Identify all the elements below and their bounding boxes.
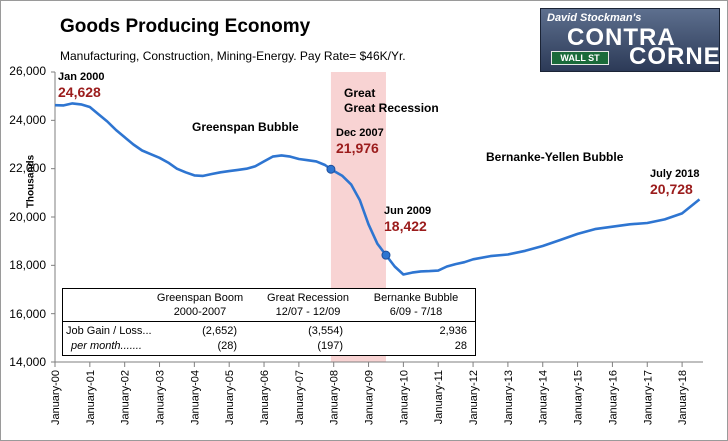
x-tick-label: January-09 xyxy=(364,370,376,425)
table-header-recession-line1: Great Recession xyxy=(267,292,349,304)
x-tick-label: January-04 xyxy=(189,370,201,425)
series-line xyxy=(54,102,701,276)
logo-line2: CONTRA xyxy=(567,24,676,51)
table-cell: (2,652) xyxy=(202,325,237,337)
y-tick-label: 24,000 xyxy=(9,113,46,127)
x-tick-label: January-01 xyxy=(85,370,97,425)
annotation-dec2007-label: Dec 2007 xyxy=(336,127,384,139)
table-cell: 2,936 xyxy=(439,325,467,337)
x-tick-label: January-05 xyxy=(224,370,236,425)
x-tick-label: January-12 xyxy=(468,370,480,425)
x-tick-label: January-10 xyxy=(398,370,410,425)
table-header-recession-line2: 12/07 - 12/09 xyxy=(275,306,341,318)
table-cell: (3,554) xyxy=(308,325,343,337)
table-header-bernanke-line1: Bernanke Bubble xyxy=(373,292,459,304)
data-marker xyxy=(381,250,391,260)
x-tick-label: January-11 xyxy=(433,370,445,424)
x-tick-label: January-14 xyxy=(538,370,550,425)
period-label-greenspan: Greenspan Bubble xyxy=(192,120,299,134)
x-tick-label: January-13 xyxy=(503,370,515,425)
x-tick-label: January-16 xyxy=(607,370,619,425)
contra-corner-logo: David Stockman's CONTRA CORNER WALL ST xyxy=(540,8,720,72)
y-tick-label: 20,000 xyxy=(9,210,46,224)
x-tick-label: January-03 xyxy=(155,370,167,425)
chart-title: Goods Producing Economy xyxy=(60,16,311,37)
x-tick-label: January-17 xyxy=(642,370,654,425)
period-label-recession: Great Recession xyxy=(344,101,439,115)
logo-line3: CORNER xyxy=(629,43,720,70)
x-tick-label: January-15 xyxy=(573,370,585,425)
table-cell: (28) xyxy=(217,340,237,352)
table-divider xyxy=(63,321,475,322)
annotation-jul2018-value: 20,728 xyxy=(650,181,693,197)
annotation-jun2009-label: Jun 2009 xyxy=(384,205,432,217)
table-header-greenspan-line2: 2000-2007 xyxy=(173,306,227,318)
y-tick-label: 22,000 xyxy=(9,161,46,175)
x-tick-label: January-18 xyxy=(677,370,689,425)
y-tick-label: 26,000 xyxy=(9,64,46,78)
x-tick-label: January-06 xyxy=(259,370,271,425)
x-tick-label: January-02 xyxy=(120,370,132,425)
summary-table: Greenspan Boom 2000-2007 Great Recession… xyxy=(62,288,476,356)
table-header-bernanke-line2: 6/09 - 7/18 xyxy=(389,306,443,318)
annotation-jan2000-label: Jan 2000 xyxy=(58,71,105,83)
table-header-greenspan-line1: Greenspan Boom xyxy=(156,292,244,304)
table-row-label: per month....... xyxy=(71,340,142,352)
period-label-recession-line1: Great xyxy=(344,86,376,100)
y-tick-label: 16,000 xyxy=(9,307,46,321)
y-tick-label: 14,000 xyxy=(9,355,46,369)
y-tick-label: 18,000 xyxy=(9,258,46,272)
table-cell: 28 xyxy=(454,340,467,352)
annotation-dec2007-value: 21,976 xyxy=(336,140,379,156)
annotation-jan2000-value: 24,628 xyxy=(58,84,101,100)
table-cell: (197) xyxy=(317,340,343,352)
y-axis-title: Thousands xyxy=(25,154,37,209)
chart-subtitle: Manufacturing, Construction, Mining-Ener… xyxy=(60,49,406,63)
table-row-label: Job Gain / Loss... xyxy=(66,325,152,337)
data-marker xyxy=(326,164,336,174)
wall-street-sign: WALL ST xyxy=(551,51,609,65)
annotation-jul2018-label: July 2018 xyxy=(650,168,700,180)
annotation-jun2009-value: 18,422 xyxy=(384,218,427,234)
logo-line1: David Stockman's xyxy=(547,12,642,24)
x-tick-label: January-07 xyxy=(294,370,306,425)
x-tick-label: January-00 xyxy=(50,370,62,425)
period-label-bernanke-yellen: Bernanke-Yellen Bubble xyxy=(486,150,624,164)
x-tick-label: January-08 xyxy=(329,370,341,425)
